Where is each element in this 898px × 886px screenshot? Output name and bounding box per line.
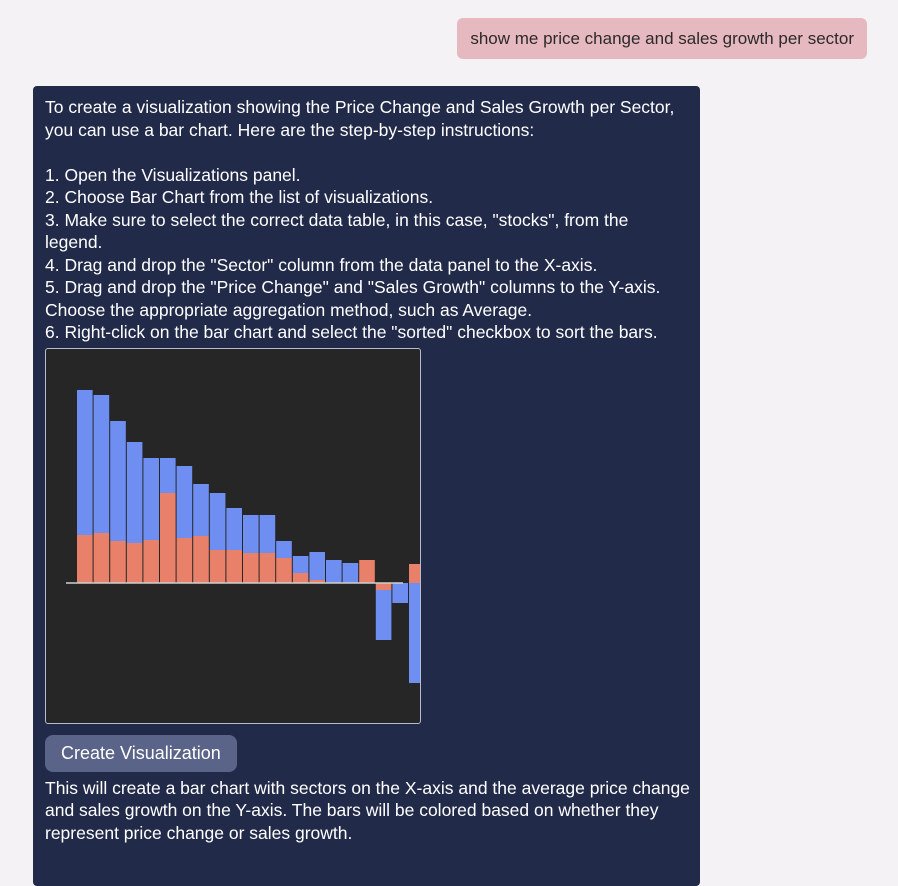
instruction-step: 6. Right-click on the bar chart and sele… (45, 322, 658, 342)
bar-segment (126, 441, 143, 543)
bar-segment (77, 389, 93, 535)
instruction-step: 5. Drag and drop the "Price Change" and … (45, 277, 661, 320)
bar-segment (143, 457, 159, 540)
bar-segment (409, 563, 420, 583)
bar-segment (110, 420, 126, 541)
instruction-step: 1. Open the Visualizations panel. (45, 164, 301, 185)
bar-segment (193, 535, 209, 583)
bar-segment (77, 534, 93, 583)
bar-segment (292, 555, 309, 573)
chart-preview (45, 347, 421, 724)
bar-segment (93, 394, 110, 533)
bar-segment (292, 572, 309, 583)
bar-segment (276, 540, 292, 558)
bar-segment (93, 532, 110, 583)
bar-segment (176, 465, 193, 538)
bar-segment (375, 589, 392, 640)
bar-segment (209, 549, 226, 583)
bar-segment (160, 457, 176, 493)
bar-segment (375, 582, 392, 590)
bar-segment (226, 507, 242, 550)
bar-segment (359, 559, 375, 583)
assistant-message-bubble: To create a visualization showing the Pr… (33, 86, 700, 886)
bar-segment (126, 542, 143, 583)
bar-segment (160, 492, 176, 583)
assistant-outro-text: This will create a bar chart with sector… (45, 777, 690, 843)
assistant-intro-text: To create a visualization showing the Pr… (45, 97, 675, 140)
paragraph-gap (45, 141, 690, 164)
bar-segment (259, 552, 276, 583)
bar-segment (209, 492, 226, 550)
create-visualization-button[interactable]: Create Visualization (45, 734, 237, 772)
bar-segment (193, 483, 209, 536)
user-message-text: show me price change and sales growth pe… (470, 29, 854, 48)
instruction-step: 4. Drag and drop the "Sector" column fro… (45, 254, 598, 275)
bar-segment (309, 579, 325, 583)
bar-chart (66, 389, 420, 683)
bar-segment (326, 559, 342, 583)
instruction-step: 2. Choose Bar Chart from the list of vis… (45, 187, 434, 207)
bar-segment (143, 539, 159, 583)
bar-segment (276, 557, 292, 583)
instruction-step: 3. Make sure to select the correct data … (45, 209, 629, 253)
bar-segment (176, 537, 193, 583)
bar-segment (309, 551, 325, 580)
bar-segment (259, 514, 276, 553)
bar-segment (392, 582, 408, 603)
bar-segment (110, 540, 126, 583)
bar-segment (409, 582, 420, 683)
user-message-bubble: show me price change and sales growth pe… (457, 18, 867, 59)
bar-segment (243, 514, 259, 553)
bar-segment (342, 562, 359, 583)
bar-segment (226, 549, 242, 583)
bar-segment (243, 552, 259, 583)
